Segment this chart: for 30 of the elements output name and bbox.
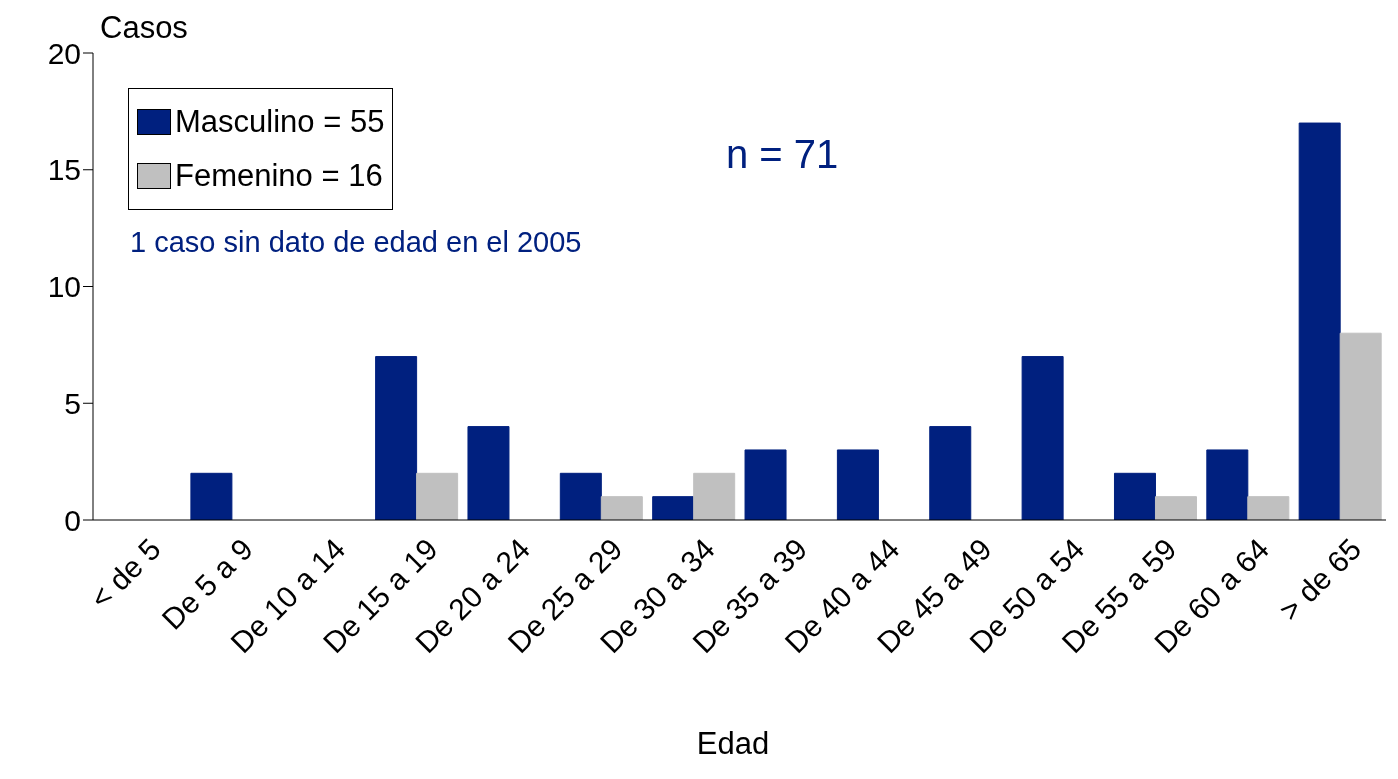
bar (744, 449, 787, 520)
y-tick-label: 15 (47, 153, 81, 187)
y-tick-label: 10 (47, 270, 81, 304)
bar (559, 472, 602, 520)
bar (1113, 472, 1156, 520)
legend-label: Femenino = 16 (175, 157, 383, 195)
annotation: 1 caso sin dato de edad en el 2005 (130, 226, 582, 259)
bar (190, 472, 233, 520)
x-axis-title: Edad (695, 726, 771, 762)
y-axis-title: Casos (100, 10, 188, 46)
bar (652, 496, 695, 520)
y-tick-label: 5 (64, 386, 81, 420)
x-tick-label: > de 65 (1272, 532, 1368, 627)
y-tick-label: 20 (47, 36, 81, 70)
bar (1206, 449, 1249, 520)
bar (467, 426, 510, 520)
bar (600, 496, 643, 520)
bar (375, 356, 418, 520)
bar (1298, 122, 1341, 520)
bar (693, 472, 736, 520)
y-tick-label: 0 (64, 503, 81, 537)
bar (929, 426, 972, 520)
bar (836, 449, 879, 520)
legend-label: Masculino = 55 (175, 103, 385, 141)
bar (1021, 356, 1064, 520)
bar (416, 472, 459, 520)
bar (1247, 496, 1290, 520)
annotation: n = 71 (726, 132, 839, 177)
bar (1339, 332, 1382, 520)
bar (1154, 496, 1197, 520)
